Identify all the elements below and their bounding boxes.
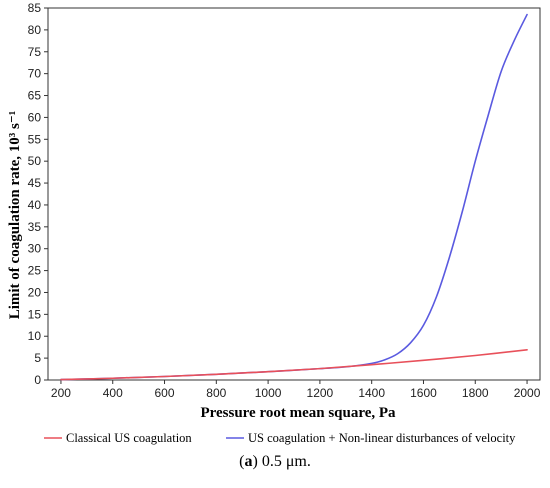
x-tick-label: 1400 — [358, 386, 385, 400]
x-tick-label: 2000 — [514, 386, 541, 400]
y-tick-label: 50 — [28, 154, 42, 168]
figure-caption: (a) 0.5 μm. — [239, 453, 311, 470]
y-tick-label: 0 — [34, 373, 41, 387]
x-axis-ticks: 200 400 600 800 1000 1200 1400 1600 1800 2000 — [51, 380, 541, 400]
legend: Classical US coagulation US coagulation … — [44, 431, 516, 445]
y-axis-title: Limit of coagulation rate, 10³ s⁻¹ — [7, 111, 23, 320]
y-tick-label: 30 — [28, 242, 42, 256]
y-tick-label: 20 — [28, 285, 42, 299]
y-tick-label: 45 — [28, 176, 42, 190]
x-tick-label: 1600 — [410, 386, 437, 400]
plot-area — [47, 7, 541, 381]
y-tick-label: 15 — [28, 307, 42, 321]
legend-label-nonlinear: US coagulation + Non-linear disturbances… — [248, 431, 516, 445]
y-tick-label: 80 — [28, 23, 42, 37]
series-line-nonlinear — [60, 13, 528, 381]
x-tick-label: 1200 — [307, 386, 334, 400]
x-tick-label: 400 — [103, 386, 123, 400]
y-tick-label: 85 — [28, 1, 42, 15]
y-axis-ticks: 0 5 10 15 20 25 30 35 40 45 50 55 60 65 70 75 80 85 — [28, 1, 48, 387]
caption-text: 0.5 μm. — [261, 453, 311, 470]
y-tick-label: 5 — [34, 351, 41, 365]
x-tick-label: 200 — [51, 386, 71, 400]
series-line-classical — [60, 349, 528, 381]
y-tick-label: 25 — [28, 264, 42, 278]
y-tick-label: 60 — [28, 110, 42, 124]
y-tick-label: 75 — [28, 45, 42, 59]
y-tick-label: 70 — [28, 67, 42, 81]
x-tick-label: 600 — [155, 386, 175, 400]
x-axis-title: Pressure root mean square, Pa — [200, 405, 396, 421]
y-tick-label: 35 — [28, 220, 42, 234]
x-tick-label: 1000 — [255, 386, 282, 400]
legend-label-classical: Classical US coagulation — [66, 431, 192, 445]
x-tick-label: 1800 — [462, 386, 489, 400]
y-tick-label: 65 — [28, 89, 42, 103]
y-tick-label: 40 — [28, 198, 42, 212]
coagulation-rate-chart: 0 5 10 15 20 25 30 35 40 45 50 55 60 65 70 75 80 85 200 40… — [7, 1, 541, 445]
y-tick-label: 10 — [28, 329, 42, 343]
y-tick-label: 55 — [28, 132, 42, 146]
caption-label: a — [244, 453, 253, 470]
x-tick-label: 800 — [206, 386, 226, 400]
series-lines — [60, 13, 528, 381]
